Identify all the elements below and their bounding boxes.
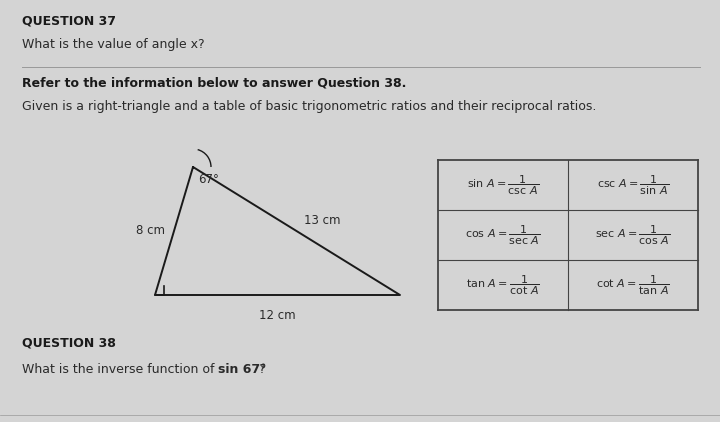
Text: $\mathregular{cot}\ A = \dfrac{1}{\mathregular{tan}\ A}$: $\mathregular{cot}\ A = \dfrac{1}{\mathr… (596, 273, 670, 297)
Text: $\mathregular{tan}\ A = \dfrac{1}{\mathregular{cot}\ A}$: $\mathregular{tan}\ A = \dfrac{1}{\mathr… (466, 273, 540, 297)
Text: 13 cm: 13 cm (305, 214, 341, 227)
Text: QUESTION 38: QUESTION 38 (22, 337, 116, 350)
Text: sin 67°: sin 67° (218, 363, 266, 376)
Text: QUESTION 37: QUESTION 37 (22, 14, 116, 27)
Text: 8 cm: 8 cm (135, 225, 164, 238)
Text: ?: ? (258, 363, 265, 376)
Text: Given is a right-triangle and a table of basic trigonometric ratios and their re: Given is a right-triangle and a table of… (22, 100, 596, 113)
Text: What is the inverse function of: What is the inverse function of (22, 363, 218, 376)
Text: What is the value of angle x?: What is the value of angle x? (22, 38, 204, 51)
Text: $\mathregular{csc}\ A = \dfrac{1}{\mathregular{sin}\ A}$: $\mathregular{csc}\ A = \dfrac{1}{\mathr… (597, 173, 669, 197)
Text: 12 cm: 12 cm (259, 309, 296, 322)
Text: Refer to the information below to answer Question 38.: Refer to the information below to answer… (22, 76, 406, 89)
Text: $\mathregular{sin}\ A = \dfrac{1}{\mathregular{csc}\ A}$: $\mathregular{sin}\ A = \dfrac{1}{\mathr… (467, 173, 539, 197)
Text: $\mathregular{cos}\ A = \dfrac{1}{\mathregular{sec}\ A}$: $\mathregular{cos}\ A = \dfrac{1}{\mathr… (465, 223, 541, 247)
Text: 67°: 67° (198, 173, 219, 186)
Text: $\mathregular{sec}\ A = \dfrac{1}{\mathregular{cos}\ A}$: $\mathregular{sec}\ A = \dfrac{1}{\mathr… (595, 223, 671, 247)
